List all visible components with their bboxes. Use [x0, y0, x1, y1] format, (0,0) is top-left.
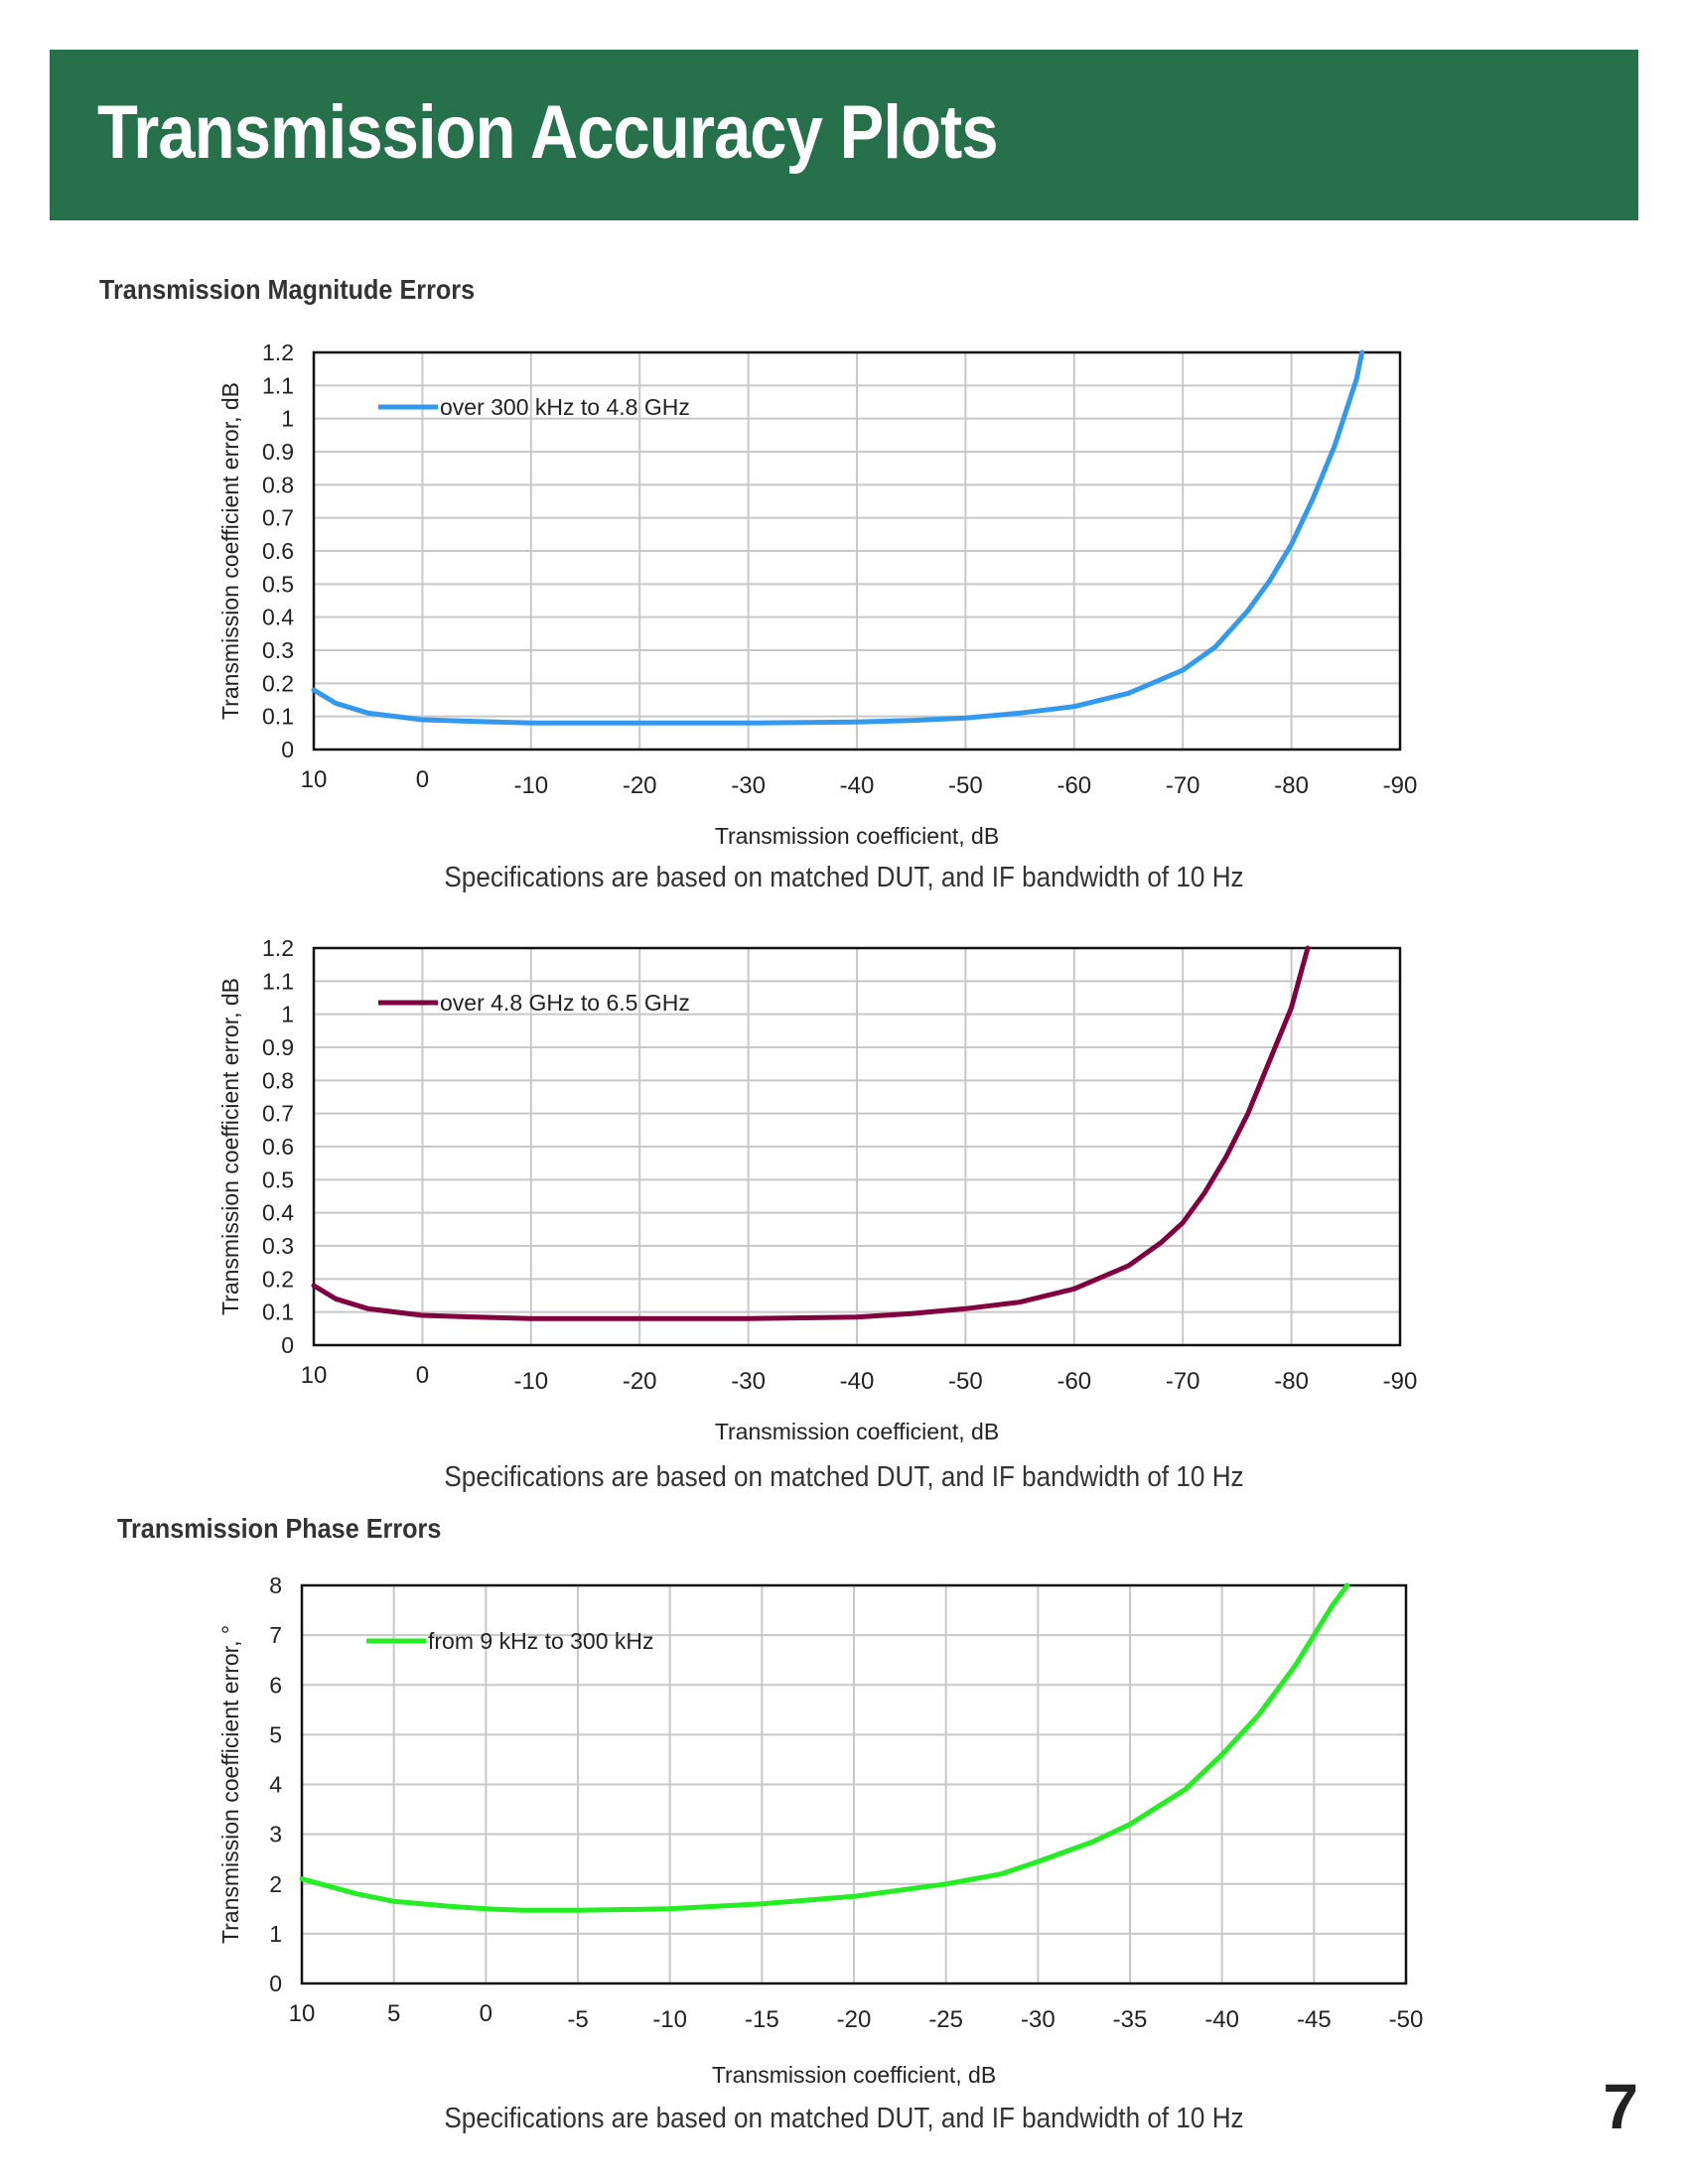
page-number: 7	[1603, 2071, 1638, 2142]
y-tick-label: 0.4	[262, 1200, 294, 1226]
y-tick-label: 0.7	[262, 1101, 294, 1127]
x-tick-label: -15	[745, 2006, 779, 2033]
y-tick-label: 0.3	[262, 1233, 294, 1259]
y-tick-label: 5	[269, 1721, 282, 1747]
x-tick-label: -70	[1166, 1368, 1200, 1395]
y-tick-label: 8	[269, 1572, 282, 1598]
phase-chart: 10 5 0 -5 -10 -15 -20 -25 -30 -35 -40 -45 -50 0 1 2 3 4 5 6…	[217, 1572, 1424, 2088]
y-tick-label: 0.1	[262, 704, 294, 730]
y-tick-label: 0.2	[262, 670, 294, 696]
x-tick-label: -20	[837, 2006, 872, 2033]
y-tick-label: 1.2	[262, 340, 294, 365]
x-tick-label: -45	[1297, 2006, 1332, 2033]
chart-3-caption: Specifications are based on matched DUT,…	[444, 2103, 1244, 2134]
x-tick-label: -40	[840, 772, 875, 799]
x-tick-label: -10	[513, 772, 548, 799]
x-tick-label: -90	[1383, 772, 1418, 799]
page-header-banner: Transmission Accuracy Plots	[50, 50, 1638, 220]
y-tick-label: 1.2	[262, 935, 294, 961]
y-tick-label: 3	[269, 1822, 282, 1847]
x-tick-label: -30	[1021, 2006, 1055, 2033]
y-tick-label: 0.6	[262, 1134, 294, 1160]
y-tick-label: 0.8	[262, 472, 294, 497]
y-tick-label: 0.6	[262, 538, 294, 564]
y-tick-label: 0.7	[262, 505, 294, 531]
plot-frame	[312, 350, 1402, 751]
legend-label: over 4.8 GHz to 6.5 GHz	[440, 990, 690, 1016]
series-line	[311, 945, 1311, 1321]
x-tick-label: -30	[731, 1368, 766, 1395]
y-tick-label: 2	[269, 1871, 282, 1897]
x-tick-label: 10	[289, 2000, 316, 2027]
magnitude-chart-2: 10 0 -10 -20 -30 -40 -50 -60 -70 -80 -90 0 0.1 0.2 0.3…	[217, 935, 1418, 1444]
x-tick-label: -50	[948, 1368, 983, 1395]
legend-label: from 9 kHz to 300 kHz	[428, 1628, 654, 1654]
y-tick-label: 1.1	[262, 968, 294, 994]
y-tick-label: 1	[281, 406, 294, 432]
x-tick-label: 0	[480, 2000, 492, 2027]
x-tick-label: 5	[387, 2000, 400, 2027]
phase-section-heading: Transmission Phase Errors	[117, 1513, 442, 1544]
plot-frame	[300, 1583, 1408, 1985]
x-tick-label: -80	[1274, 772, 1309, 799]
chart-2-caption: Specifications are based on matched DUT,…	[444, 1461, 1244, 1493]
x-tick-label: -60	[1056, 1368, 1091, 1395]
series-line	[299, 1582, 1350, 1913]
page-title: Transmission Accuracy Plots	[97, 90, 999, 175]
legend-label: over 300 kHz to 4.8 GHz	[440, 394, 690, 420]
x-tick-label: 0	[416, 766, 429, 793]
magnitude-chart-1: 10 0 -10 -20 -30 -40 -50 -60 -70 -80 -90 0 0.1 0.2 0.3…	[217, 340, 1418, 849]
y-tick-label: 0	[281, 737, 294, 762]
x-axis-label: Transmission coefficient, dB	[715, 823, 999, 849]
x-tick-label: -20	[623, 772, 657, 799]
y-axis-label: Transmission coefficient error, °	[217, 1625, 243, 1944]
x-tick-label: -40	[840, 1368, 875, 1395]
y-tick-label: 7	[269, 1622, 282, 1648]
x-tick-label: -70	[1166, 772, 1200, 799]
x-tick-label: -30	[731, 772, 766, 799]
y-tick-label: 0.3	[262, 637, 294, 663]
x-tick-label: -50	[948, 772, 983, 799]
chart-1-caption: Specifications are based on matched DUT,…	[444, 862, 1244, 893]
x-tick-label: 0	[416, 1362, 429, 1389]
x-tick-label: -80	[1274, 1368, 1309, 1395]
y-tick-label: 4	[269, 1772, 282, 1798]
y-tick-label: 0.9	[262, 1034, 294, 1060]
x-tick-label: 10	[301, 766, 328, 793]
y-tick-label: 6	[269, 1672, 282, 1698]
x-tick-label: -10	[513, 1368, 548, 1395]
series-line	[311, 349, 1365, 726]
y-tick-label: 0	[281, 1332, 294, 1358]
plot-frame	[312, 946, 1402, 1347]
y-axis-label: Transmission coefficient error, dB	[217, 382, 243, 720]
x-tick-label: -50	[1389, 2006, 1424, 2033]
y-tick-label: 0.5	[262, 1166, 294, 1192]
x-tick-label: -90	[1383, 1368, 1418, 1395]
x-tick-label: -10	[652, 2006, 687, 2033]
y-axis-label: Transmission coefficient error, dB	[217, 978, 243, 1315]
x-tick-label: -35	[1113, 2006, 1148, 2033]
y-tick-label: 1	[281, 1002, 294, 1027]
y-tick-label: 0.9	[262, 439, 294, 465]
y-tick-label: 1.1	[262, 372, 294, 398]
x-tick-label: -5	[567, 2006, 588, 2033]
y-tick-label: 0.5	[262, 571, 294, 597]
y-tick-label: 0	[269, 1971, 282, 1996]
y-tick-label: 0.2	[262, 1266, 294, 1292]
magnitude-section-heading: Transmission Magnitude Errors	[99, 274, 476, 305]
x-axis-label: Transmission coefficient, dB	[715, 1419, 999, 1444]
x-tick-label: -20	[623, 1368, 657, 1395]
y-tick-label: 1	[269, 1921, 282, 1947]
y-tick-label: 0.4	[262, 605, 294, 630]
x-axis-label: Transmission coefficient, dB	[712, 2062, 996, 2088]
x-tick-label: -60	[1056, 772, 1091, 799]
x-tick-label: 10	[301, 1362, 328, 1389]
x-tick-label: -25	[928, 2006, 963, 2033]
y-tick-label: 0.8	[262, 1067, 294, 1093]
y-tick-label: 0.1	[262, 1299, 294, 1325]
x-tick-label: -40	[1204, 2006, 1239, 2033]
